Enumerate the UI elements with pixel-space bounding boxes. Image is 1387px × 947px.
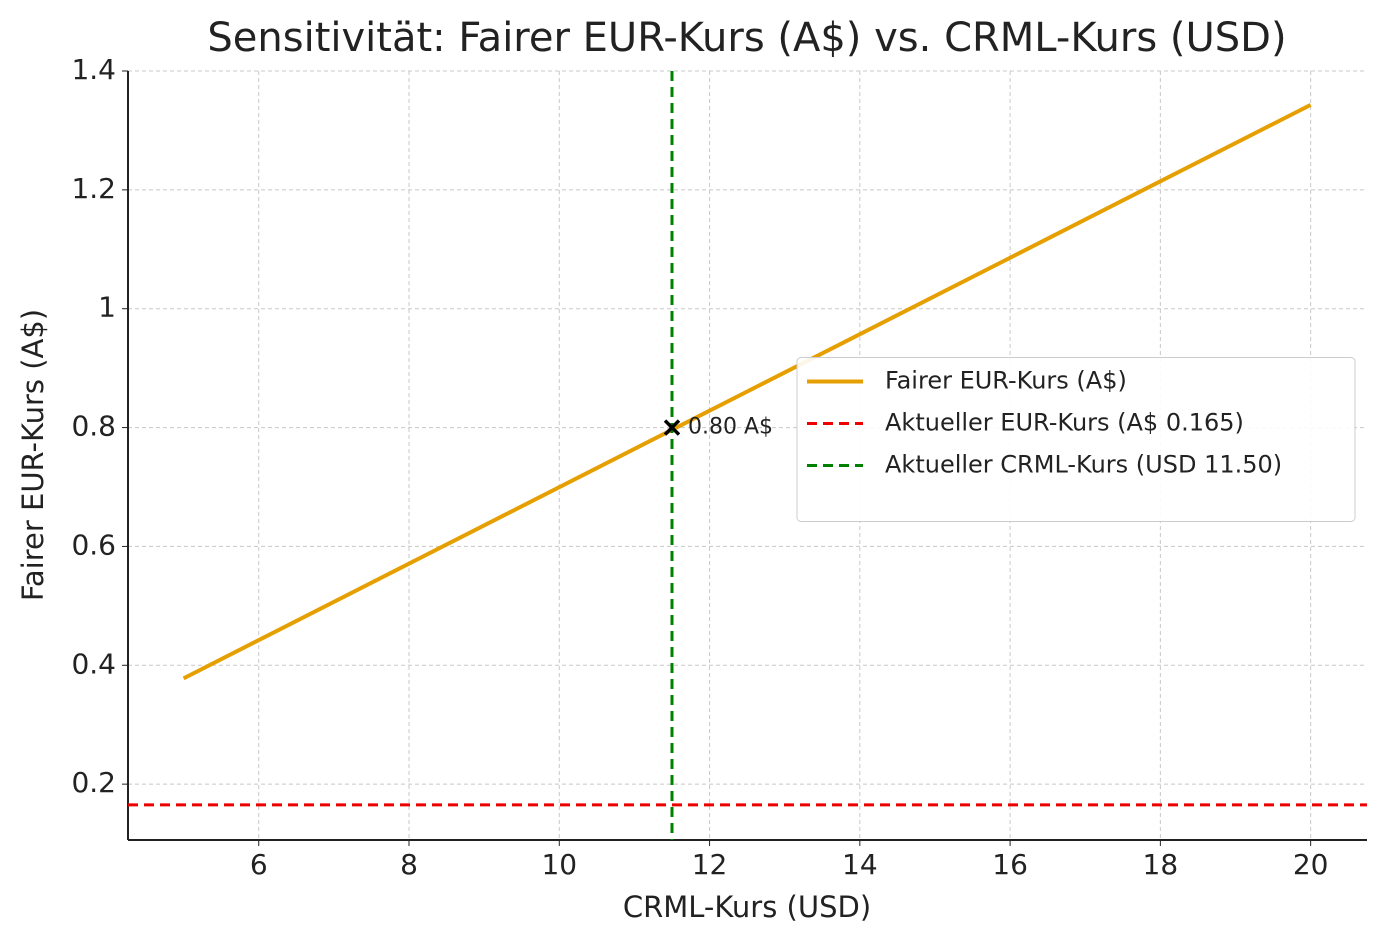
annotation-marker	[663, 419, 681, 436]
x-tick-label: 12	[692, 848, 728, 881]
x-tick-label: 14	[842, 848, 878, 881]
y-tick-label: 0.2	[71, 766, 116, 799]
y-tick-label: 0.8	[71, 410, 116, 443]
x-tick-label: 8	[400, 848, 418, 881]
y-tick-label: 1.2	[71, 172, 116, 205]
y-tick-label: 1	[98, 291, 116, 324]
legend-box	[796, 357, 1356, 522]
legend-label: Aktueller EUR-Kurs (A$ 0.165)	[885, 409, 1244, 437]
y-tick-label: 1.4	[71, 53, 116, 86]
x-tick-label: 20	[1293, 848, 1329, 881]
x-tick-label: 6	[250, 848, 268, 881]
x-tick-label: 18	[1143, 848, 1179, 881]
chart-title: Sensitivität: Fairer EUR-Kurs (A$) vs. C…	[207, 15, 1286, 61]
legend-label: Fairer EUR-Kurs (A$)	[885, 367, 1127, 395]
x-tick-label: 10	[541, 848, 577, 881]
y-tick-label: 0.6	[71, 528, 116, 561]
y-tick-label: 0.4	[71, 647, 116, 680]
line-series	[182, 103, 1312, 681]
annotation-label: 0.80 A$	[688, 415, 773, 440]
x-tick-label: 16	[992, 848, 1028, 881]
x-axis-label: CRML-Kurs (USD)	[623, 890, 871, 924]
legend-label: Aktueller CRML-Kurs (USD 11.50)	[885, 451, 1282, 479]
legend: Fairer EUR-Kurs (A$) Aktueller EUR-Kurs (…	[796, 357, 1356, 522]
y-axis-label: Fairer EUR-Kurs (A$)	[16, 309, 50, 601]
